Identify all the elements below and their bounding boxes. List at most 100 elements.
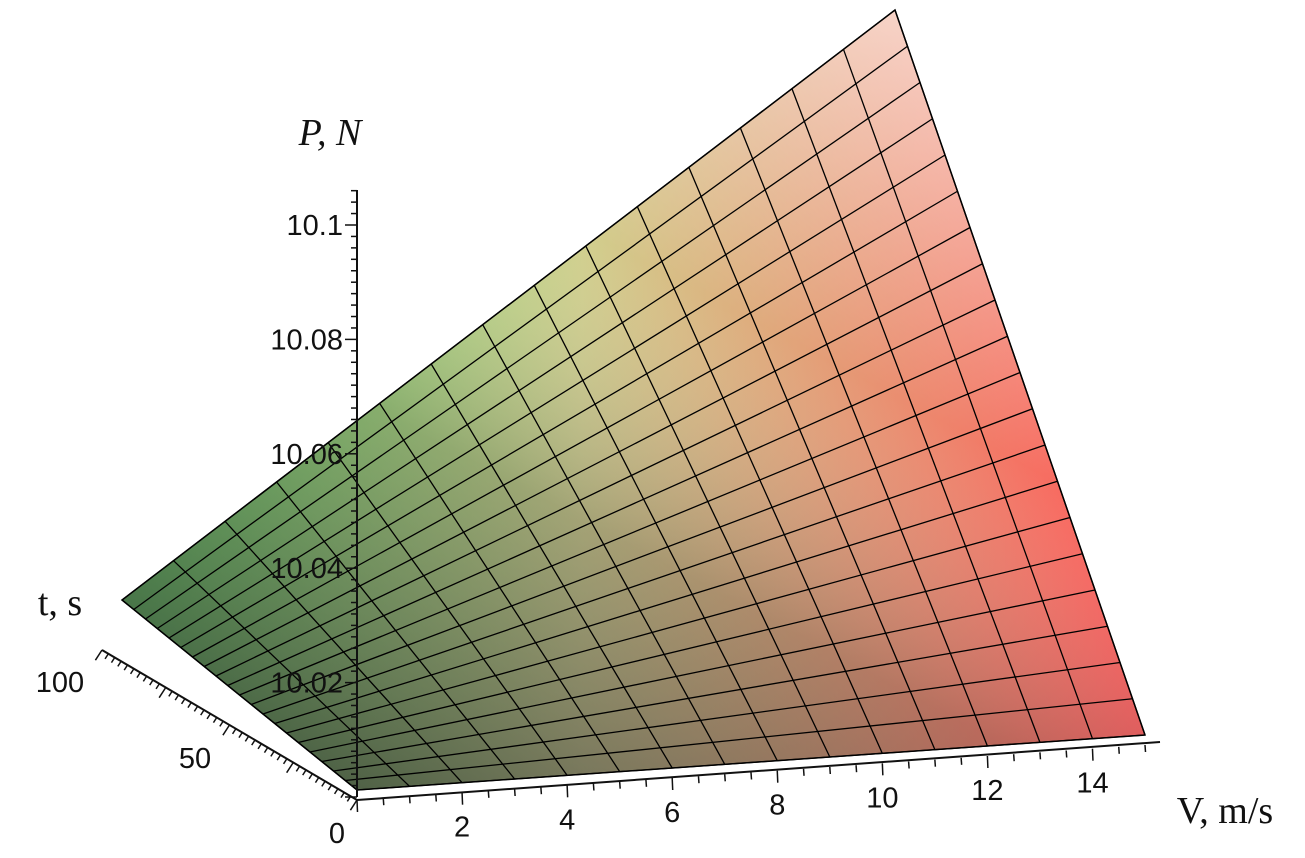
v-axis-tick <box>1117 746 1120 754</box>
v-axis-tick <box>1012 754 1015 762</box>
v-axis-tick <box>907 761 910 769</box>
mesh-line-t <box>203 263 983 668</box>
t-axis-tick <box>333 788 339 795</box>
mesh-line-t <box>168 154 946 639</box>
t-axis-tick <box>142 675 148 682</box>
t-axis-tick <box>308 773 314 780</box>
t-axis-tick <box>104 653 110 660</box>
t-axis-tick <box>282 758 288 765</box>
t-axis-title: t, s <box>38 582 82 624</box>
t-axis-tick <box>327 784 333 791</box>
v-axis-tick <box>723 774 726 782</box>
surface-edge <box>120 8 1147 791</box>
mesh-line-t <box>345 698 1133 782</box>
t-axis-tick <box>129 668 135 675</box>
t-axis-tick <box>302 769 307 776</box>
surface-shading <box>122 10 1145 790</box>
t-axis-tick <box>231 728 237 735</box>
v-axis-tick-label: 12 <box>971 775 1003 807</box>
t-axis-tick <box>276 754 282 761</box>
v-axis-tick <box>356 799 359 813</box>
t-axis-tick <box>257 743 263 750</box>
t-axis-tick <box>295 765 301 772</box>
t-axis-tick-label: 50 <box>179 743 211 775</box>
t-axis-tick <box>193 705 199 712</box>
v-axis-tick <box>408 796 411 804</box>
v-axis-tick <box>1065 750 1068 758</box>
v-axis-tick <box>513 788 516 797</box>
t-axis-tick <box>321 780 326 787</box>
v-axis-tick-label: 4 <box>559 804 575 836</box>
t-axis-tick <box>270 750 275 757</box>
t-axis-tick <box>123 664 129 671</box>
t-axis-tick <box>136 672 141 679</box>
t-axis-tick-label: 0 <box>329 818 345 850</box>
mesh-line-t <box>156 118 933 630</box>
mesh-line-t <box>133 45 908 611</box>
v-axis-tick <box>1039 752 1042 760</box>
mesh-line-t <box>262 444 1046 715</box>
v-axis-tick-label: 14 <box>1076 768 1108 800</box>
v-axis-tick <box>776 770 779 783</box>
t-axis-tick <box>212 717 218 724</box>
v-axis-tick <box>881 763 884 776</box>
v-axis-tick <box>671 777 674 791</box>
v-axis-tick <box>540 787 543 795</box>
p-axis-tick-label: 10.06 <box>270 439 343 471</box>
mesh-line-t <box>309 589 1096 753</box>
v-axis-tick <box>802 768 805 776</box>
v-axis-tick <box>1144 744 1147 753</box>
t-axis-tick <box>117 660 122 667</box>
mesh-line-t <box>333 661 1121 772</box>
t-axis-tick <box>187 702 192 709</box>
t-axis-tick-label: 100 <box>36 667 84 699</box>
v-axis-tick <box>934 759 937 767</box>
axis-labels: 2 4 6 8 10 12 14 0 50 100 10.02 10.04 10.06 10.08 10.1… <box>36 112 1273 850</box>
v-axis-line <box>356 741 1161 801</box>
t-axis-tick <box>94 649 103 661</box>
v-axis-tick <box>461 792 464 805</box>
mesh-line-t <box>145 81 921 620</box>
t-axis-tick <box>244 735 250 742</box>
t-axis-tick <box>222 724 231 736</box>
v-axis-tick <box>435 794 438 802</box>
v-axis-tick <box>382 798 385 806</box>
mesh-line-t <box>215 299 996 677</box>
surface-grid <box>120 8 1147 791</box>
v-axis-tick-label: 6 <box>664 797 680 829</box>
v-axis-tick <box>645 779 648 787</box>
mesh-line-t <box>239 371 1021 696</box>
v-axis-tick <box>592 783 595 791</box>
v-axis-tick <box>697 776 700 784</box>
t-axis-tick <box>286 762 294 774</box>
v-axis-tick <box>750 772 753 780</box>
v-axis-tick <box>1091 748 1094 761</box>
axes <box>94 189 1161 813</box>
mesh-line-t <box>298 553 1083 744</box>
v-axis-tick-label: 10 <box>866 782 898 814</box>
p-axis-tick-label: 10.1 <box>287 210 343 242</box>
t-axis-tick <box>206 713 212 720</box>
mesh-line-t <box>321 625 1108 763</box>
v-axis-title: V, m/s <box>1177 790 1273 832</box>
t-axis-tick <box>314 777 320 784</box>
surface <box>122 10 1145 790</box>
mesh-line-t <box>180 190 958 649</box>
t-axis-tick <box>219 720 224 727</box>
v-axis-tick <box>829 766 832 775</box>
t-axis-tick <box>174 694 180 701</box>
v-axis-tick <box>855 765 858 773</box>
v-axis-tick <box>960 757 963 765</box>
t-axis-tick <box>149 679 154 686</box>
t-axis-tick <box>180 698 186 705</box>
v-axis-tick <box>986 755 989 769</box>
v-axis-tick <box>487 790 490 798</box>
p-axis-tick-label: 10.02 <box>270 668 343 700</box>
t-axis-tick <box>155 683 161 690</box>
t-axis-tick <box>349 799 358 811</box>
mesh-line-t <box>274 480 1058 725</box>
p-axis-tick-label: 10.08 <box>270 324 343 356</box>
p-axis-tick-label: 10.04 <box>270 553 343 585</box>
t-axis-tick <box>251 739 256 746</box>
